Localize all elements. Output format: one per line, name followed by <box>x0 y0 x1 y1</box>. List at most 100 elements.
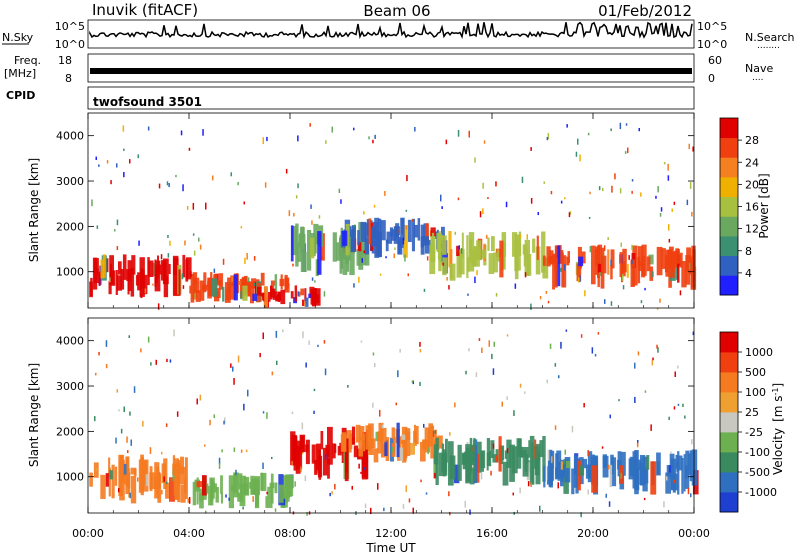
colorbar-block <box>720 372 738 393</box>
colorbar-block <box>720 432 738 453</box>
x-tick-label: 12:00 <box>375 527 407 540</box>
power-ylabel: Slant Range [km] <box>27 158 41 262</box>
colorbar-block <box>720 412 738 433</box>
y-tick-label: 1000 <box>56 266 84 279</box>
nsky-tick-bottom: 10^0 <box>55 38 85 51</box>
echo-region <box>192 472 294 509</box>
x-tick-label: 00:00 <box>678 527 710 540</box>
echo-region <box>89 254 192 299</box>
colorbar-block <box>720 137 738 158</box>
velocity-colorbar-label-unit: [m s <box>771 395 785 421</box>
x-tick-label: 20:00 <box>577 527 609 540</box>
cpid-frame <box>87 86 695 110</box>
colorbar-tick-label: -500 <box>745 466 770 479</box>
freq-label-line1: Freq. <box>14 54 41 67</box>
colorbar-tick-label: 12 <box>745 223 759 236</box>
velocity-x-axis: 00:00 04:00 08:00 12:00 16:00 20:00 00:00 <box>72 318 710 540</box>
colorbar-block <box>720 177 738 198</box>
nsky-strip: N.Sky 10^5 10^0 10^5 10^0 N.Search .....… <box>2 19 795 51</box>
power-echo-layer <box>89 122 697 310</box>
nave-dots: .... <box>752 73 763 83</box>
beam-label: Beam 06 <box>363 2 430 20</box>
velocity-y-axis: 1000 2000 3000 4000 <box>56 335 694 484</box>
velocity-echo-layer <box>89 329 699 518</box>
echo-region <box>89 454 188 504</box>
freq-tick-bottom: 8 <box>65 72 72 85</box>
velocity-colorbar: 1000 500 100 25 -25 -100 -500 -1000 Velocity [m … <box>719 331 785 513</box>
y-tick-label: 2000 <box>56 425 84 438</box>
y-tick-label: 2000 <box>56 220 84 233</box>
cpid-label: CPID <box>6 89 35 102</box>
echo-region <box>542 244 697 290</box>
colorbar-block <box>720 157 738 178</box>
colorbar-tick-label: 24 <box>745 156 759 169</box>
echo-region <box>433 435 546 486</box>
sparse-echoes <box>91 122 694 310</box>
echo-region <box>429 231 549 281</box>
nave-label: Nave <box>745 62 773 75</box>
date-label: 01/Feb/2012 <box>598 2 692 20</box>
sparse-echoes <box>94 329 695 518</box>
colorbar-block <box>720 236 738 257</box>
x-tick-label: 08:00 <box>274 527 306 540</box>
colorbar-block <box>720 352 738 373</box>
colorbar-block <box>720 118 738 139</box>
nsky-trace <box>89 21 693 40</box>
velocity-colorbar-label-exp: -1 <box>771 388 780 396</box>
velocity-colorbar-label-close: ] <box>771 383 785 388</box>
time-axis-title: Time UT <box>365 541 416 554</box>
colorbar-block <box>720 255 738 276</box>
x-tick-label: 04:00 <box>173 527 205 540</box>
nsearch-label: N.Search <box>745 31 795 44</box>
freq-trace <box>90 68 692 74</box>
echo-region <box>543 449 699 495</box>
velocity-colorbar-frame <box>719 331 739 513</box>
colorbar-tick-label: 8 <box>745 245 752 258</box>
colorbar-block <box>720 196 738 217</box>
y-tick-label: 4000 <box>56 335 84 348</box>
colorbar-tick-label: -100 <box>745 446 770 459</box>
y-tick-label: 3000 <box>56 175 84 188</box>
power-colorbar: 28 24 20 16 12 8 4 Power [dB] <box>719 117 771 296</box>
colorbar-block <box>720 472 738 493</box>
freq-frame <box>87 53 695 83</box>
cpid-program: twofsound 3501 <box>93 95 202 109</box>
y-tick-label: 3000 <box>56 380 84 393</box>
x-tick-label: 16:00 <box>476 527 508 540</box>
colorbar-tick-label: 100 <box>745 386 766 399</box>
colorbar-block <box>720 275 738 296</box>
echo-region <box>340 217 445 258</box>
echo-region <box>252 285 321 308</box>
nsearch-tick-top: 10^5 <box>697 20 727 33</box>
station-title: Inuvik (fitACF) <box>92 1 198 19</box>
power-colorbar-label: Power [dB] <box>757 173 771 238</box>
nsearch-tick-bottom: 10^0 <box>697 38 727 51</box>
nave-tick-bottom: 0 <box>708 72 715 85</box>
colorbar-tick-label: 20 <box>745 178 759 191</box>
colorbar-block <box>720 216 738 237</box>
power-panel: 1000 2000 3000 4000 Slant Range [km] <box>27 112 697 310</box>
velocity-ylabel: Slant Range [km] <box>27 363 41 467</box>
freq-strip: Freq. [MHz] 18 8 60 0 Nave .... <box>4 53 773 85</box>
colorbar-block <box>720 392 738 413</box>
colorbar-tick-label: 28 <box>745 134 759 147</box>
colorbar-tick-label: -1000 <box>745 486 777 499</box>
x-tick-label: 00:00 <box>72 527 104 540</box>
nsky-frame <box>87 19 695 49</box>
velocity-colorbar-label-main: Velocity <box>771 428 785 475</box>
velocity-panel: 1000 2000 3000 4000 00:00 04:00 08:00 12:00 16:… <box>27 317 710 540</box>
nsky-label: N.Sky <box>2 31 34 44</box>
nsky-tick-top: 10^5 <box>55 20 85 33</box>
colorbar-block <box>720 332 738 353</box>
colorbar-tick-label: 25 <box>745 406 759 419</box>
cpid-strip: CPID twofsound 3501 <box>6 86 695 110</box>
nsearch-dots: ........ <box>757 41 780 51</box>
colorbar-tick-label: 4 <box>745 267 752 280</box>
y-tick-label: 4000 <box>56 130 84 143</box>
power-x-axis <box>87 113 695 308</box>
colorbar-block <box>720 452 738 473</box>
power-y-axis: 1000 2000 3000 4000 <box>56 130 694 279</box>
y-tick-label: 1000 <box>56 471 84 484</box>
freq-label-line2: [MHz] <box>4 67 36 80</box>
